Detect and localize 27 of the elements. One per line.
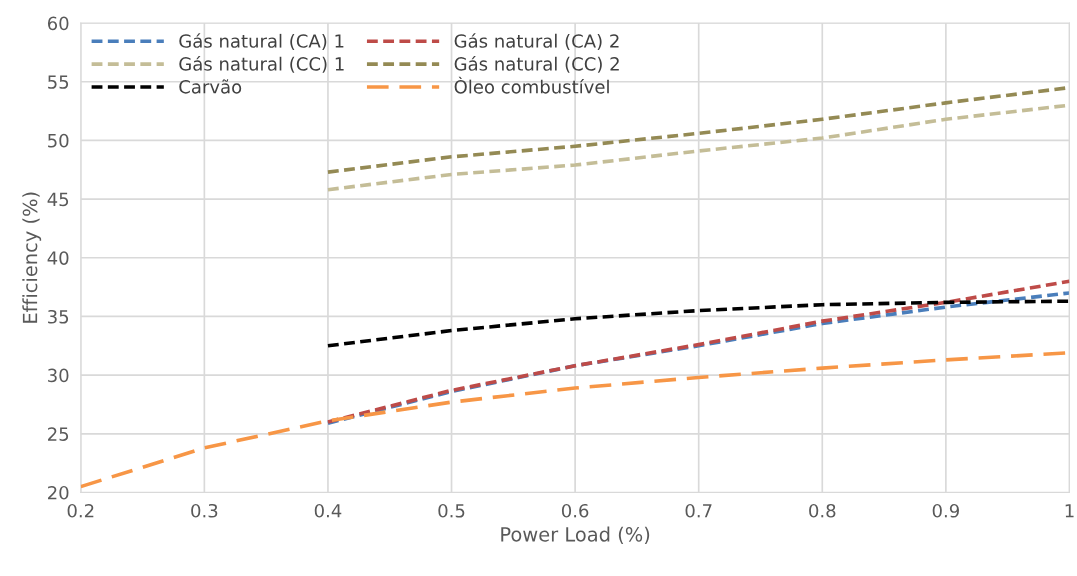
x-tick-label: 1 [1065,504,1074,518]
y-tick-label: 40 [47,251,69,265]
y-tick-label: 25 [48,427,69,441]
legend-label: Carvão [179,79,242,94]
x-axis-title: Power Load (%) [501,526,650,544]
x-tick-label: 0.5 [438,503,465,518]
y-tick-label: 20 [48,485,69,500]
y-tick-label: 50 [48,133,69,148]
y-tick-label: 35 [48,309,69,324]
x-tick-label: 0.6 [561,503,589,518]
line-series [326,299,1070,348]
legend-label: Gás natural (CA) 2 [454,33,619,50]
x-tick-label: 0.8 [809,503,836,518]
legend-label: Gás natural (CC) 1 [179,56,344,73]
y-axis-title: Efficiency (%) [22,192,42,323]
legend-label: Gás natural (CC) 2 [454,56,619,73]
y-tick-label: 55 [48,75,69,89]
y-tick-label: 45 [47,192,69,207]
legend-label: Gás natural (CA) 1 [179,33,344,50]
legend-label: Òleo combustível [454,76,609,94]
x-tick-label: 0.3 [191,503,218,518]
x-tick-label: 0.2 [67,503,94,518]
x-tick-label: 0.7 [685,503,712,518]
x-tick-label: 0.4 [314,503,342,518]
y-tick-label: 60 [47,16,69,31]
x-tick-label: 0.9 [932,503,959,518]
y-tick-label: 30 [48,368,69,383]
